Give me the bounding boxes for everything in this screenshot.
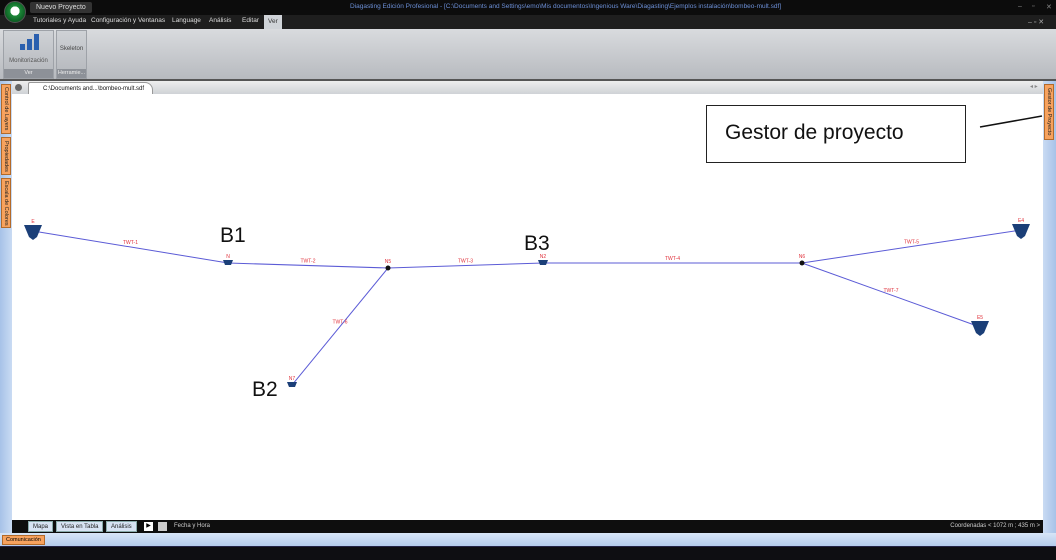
monitorizacion-button[interactable]: Monitorización [9, 58, 48, 64]
menu-analisis[interactable]: Análisis [209, 17, 232, 24]
pipe-TWT-1[interactable] [32, 230, 229, 264]
document-tab-strip [12, 81, 1043, 94]
tab-escala-colores[interactable]: Escala de Colores [1, 178, 11, 228]
pipe-label[interactable]: TWT-7 [884, 288, 899, 294]
reservoir-icon[interactable] [24, 225, 42, 240]
tab-analisis[interactable]: Análisis [106, 521, 137, 532]
minimize-button[interactable]: – [1018, 3, 1022, 10]
close-button[interactable]: ✕ [1046, 4, 1052, 11]
pipe-TWT-6[interactable] [291, 267, 389, 386]
ribbon-group-herramientas: Skeleton Herramie... [56, 30, 87, 79]
ribbon-group-ver: Monitorización Ver [3, 30, 54, 79]
bottom-bar [12, 520, 1043, 533]
status-bar [0, 533, 1056, 546]
coordinates-readout: Coordenadas < 1072 m ; 435 m > [950, 523, 1040, 529]
document-tab[interactable]: C:\Documents and...\bombeo-mult.sdf [28, 82, 154, 94]
play-button[interactable]: ▶ [144, 522, 153, 531]
ribbon [0, 29, 1056, 81]
node-label[interactable]: N6 [799, 254, 806, 260]
window-title: Diagasting Edición Profesional - [C:\Doc… [350, 3, 782, 10]
pipe-label[interactable]: TWT-6 [333, 320, 348, 326]
node-label[interactable]: E5 [977, 315, 983, 321]
footer [0, 546, 1056, 560]
pipe-TWT-5[interactable] [801, 229, 1022, 264]
junction-node[interactable] [385, 265, 391, 271]
pipe-label[interactable]: TWT-4 [665, 256, 680, 262]
pipe-label[interactable]: TWT-1 [123, 240, 138, 246]
menu-tutoriales[interactable]: Tutoriales y Ayuda [33, 17, 87, 24]
tab-vista-tabla[interactable]: Vista en Tabla [56, 521, 104, 532]
left-dock-panel: Control de Layers Propiedades Escala de … [0, 81, 12, 533]
app-logo[interactable] [4, 1, 26, 23]
reservoir-icon[interactable] [971, 321, 989, 336]
menu-ver[interactable]: Ver [264, 15, 282, 29]
reservoir-icon[interactable] [1012, 224, 1030, 239]
node-label[interactable]: N5 [385, 259, 392, 265]
group-label: Herramie... [57, 69, 86, 78]
map-canvas[interactable]: TWT-1 TWT-2 TWT-3 TWT-4 TWT-5 TWT-7 TWT-6 E N N5 N… [12, 94, 1043, 520]
annotation-b2: B2 [252, 378, 278, 401]
maximize-button[interactable]: ▫ [1032, 3, 1035, 10]
node-label[interactable]: E4 [1018, 218, 1024, 224]
tab-gestor-proyecto[interactable]: Gestor de Proyecto [1044, 84, 1054, 140]
node-label[interactable]: N2 [540, 254, 547, 260]
tab-scroll-arrows[interactable]: ◂ ▸ [1030, 84, 1038, 90]
junction-node[interactable] [799, 260, 805, 266]
new-project-button[interactable]: Nuevo Proyecto [30, 2, 92, 13]
tab-comunicacion[interactable]: Comunicación [2, 535, 45, 545]
tab-control-layers[interactable]: Control de Layers [1, 84, 11, 134]
title-bar [0, 0, 1056, 15]
doc-window-controls[interactable]: – ▫ ✕ [1028, 19, 1045, 26]
node-label[interactable]: E [31, 219, 35, 225]
skeleton-button[interactable]: Skeleton [59, 46, 84, 52]
tab-propiedades[interactable]: Propiedades [1, 137, 11, 175]
node-label[interactable]: N [226, 254, 230, 260]
tab-mapa[interactable]: Mapa [28, 521, 54, 532]
menu-editar[interactable]: Editar [242, 17, 259, 24]
pipe-TWT-7[interactable] [801, 262, 981, 328]
right-dock-panel: Gestor de Proyecto [1043, 81, 1056, 533]
gestor-annotation: Gestor de proyecto [706, 105, 966, 163]
stop-button[interactable] [158, 522, 167, 531]
datetime-label: Fecha y Hora [174, 523, 211, 529]
close-doc-icon[interactable] [15, 84, 22, 91]
pipe-TWT-3[interactable] [387, 262, 544, 269]
pump-icon[interactable] [223, 260, 233, 265]
menu-configuracion[interactable]: Configuración y Ventanas [91, 17, 166, 24]
pipe-label[interactable]: TWT-3 [458, 259, 473, 265]
annotation-pointer-line [979, 115, 1043, 128]
network-map[interactable]: TWT-1 TWT-2 TWT-3 TWT-4 TWT-5 TWT-7 TWT-6 E N N5 N… [12, 94, 1043, 520]
annotation-b1: B1 [220, 224, 246, 247]
menu-language[interactable]: Language [172, 17, 201, 24]
pump-icon[interactable] [287, 382, 297, 387]
pump-icon[interactable] [538, 260, 548, 265]
pipe-TWT-2[interactable] [227, 262, 389, 269]
pipe-label[interactable]: TWT-5 [904, 240, 919, 246]
annotation-b3: B3 [524, 232, 550, 255]
node-label[interactable]: N7 [289, 376, 296, 382]
monitoring-icon [20, 34, 40, 50]
group-label: Ver [4, 69, 53, 78]
pipe-label[interactable]: TWT-2 [301, 259, 316, 265]
